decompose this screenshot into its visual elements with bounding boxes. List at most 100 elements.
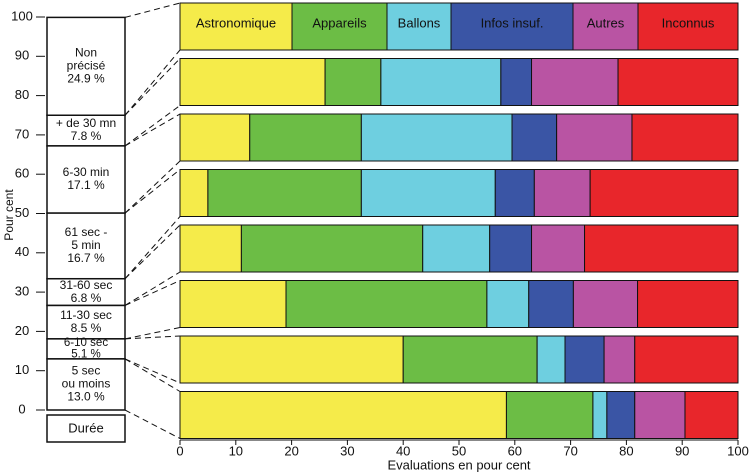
connector	[124, 358, 181, 384]
bar-segment	[536, 335, 566, 384]
duration-label: 5 min	[71, 238, 100, 252]
bar-segment	[617, 58, 739, 106]
connector	[124, 113, 181, 147]
x-tick-label: 80	[619, 443, 633, 458]
x-tick-label: 40	[396, 443, 410, 458]
duration-value-label: 24.9 %	[67, 71, 105, 85]
bar-segment	[179, 280, 287, 328]
connector	[124, 224, 181, 280]
legend-label: Autres	[587, 15, 625, 30]
bar-segment	[572, 280, 639, 328]
bar-segment	[360, 113, 513, 162]
legend-label: Ballons	[398, 15, 441, 30]
y-tick-label: 70	[15, 126, 29, 141]
bar-segment	[533, 169, 591, 217]
y-tick-label: 60	[15, 166, 29, 181]
bar-segment	[531, 58, 619, 106]
duration-label: 6-10 sec	[64, 337, 108, 349]
legend-swatch	[572, 2, 639, 51]
legend-label: Inconnus	[662, 15, 715, 30]
bar-segment	[285, 280, 488, 328]
duration-label: 11-30 sec	[60, 308, 112, 322]
bar-segment	[631, 113, 739, 162]
y-tick-label: 30	[15, 284, 29, 299]
bar-segment	[592, 391, 608, 439]
duration-box	[46, 212, 126, 280]
connector	[124, 280, 181, 306]
duration-box	[46, 277, 126, 307]
duration-value-label: 5.1 %	[71, 349, 100, 361]
bar-segment	[179, 224, 242, 273]
duration-value-label: 16.7 %	[67, 251, 105, 265]
duration-label: 6-30 min	[63, 165, 110, 179]
x-axis-label: Evaluations en pour cent	[387, 457, 530, 472]
connector	[124, 327, 181, 340]
connector	[124, 216, 181, 280]
y-tick-label: 0	[18, 401, 25, 416]
y-tick-label: 100	[11, 8, 33, 23]
y-tick-label: 50	[15, 205, 29, 220]
bar-segment	[380, 58, 502, 106]
connector	[124, 58, 181, 116]
bar-segment	[360, 169, 496, 217]
bar-segment	[531, 224, 586, 273]
bar-segment	[500, 58, 533, 106]
bar-segment	[179, 169, 209, 217]
duration-box	[46, 145, 126, 214]
duration-value-label: 17.1 %	[67, 178, 105, 192]
bar-segment	[634, 391, 686, 439]
connector	[124, 169, 181, 214]
x-tick-label: 10	[229, 443, 243, 458]
connector	[124, 160, 181, 214]
x-tick-label: 70	[563, 443, 577, 458]
bar-segment	[179, 58, 326, 106]
bar-segment	[207, 169, 362, 217]
y-tick-label: 10	[15, 362, 29, 377]
duration-value-label: 13.0 %	[67, 390, 105, 404]
x-tick-label: 0	[176, 443, 183, 458]
x-tick-label: 100	[727, 443, 749, 458]
bar-segment	[422, 224, 491, 273]
duration-label: 5 sec	[72, 364, 101, 378]
connector	[124, 105, 181, 147]
duration-title-box	[46, 414, 126, 443]
x-tick-label: 50	[452, 443, 466, 458]
duration-label: ou moins	[62, 377, 111, 391]
bar-segment	[528, 280, 574, 328]
connector	[124, 409, 181, 439]
bar-segment	[179, 113, 251, 162]
connector	[124, 2, 181, 18]
y-tick-label: 90	[15, 48, 29, 63]
x-tick-label: 20	[284, 443, 298, 458]
bar-segment	[634, 335, 739, 384]
bar-segment	[179, 391, 507, 439]
duration-box	[46, 114, 126, 147]
x-tick-label: 30	[340, 443, 354, 458]
bar-segment	[556, 113, 633, 162]
connector	[124, 49, 181, 116]
bar-segment	[564, 335, 605, 384]
duration-box	[46, 304, 126, 340]
bar-segment	[494, 169, 535, 217]
duration-value-label: 7.8 %	[71, 129, 102, 143]
bar-segment	[684, 391, 739, 439]
bar-segment	[249, 113, 362, 162]
duration-box	[46, 358, 126, 411]
duration-label: précisé	[67, 58, 106, 72]
duration-box	[46, 16, 126, 117]
duration-label: + de 30 mn	[56, 116, 116, 130]
duration-label: 31-60 sec	[60, 278, 113, 292]
legend-label: Infos insuf.	[481, 15, 544, 30]
x-tick-label: 90	[675, 443, 689, 458]
bar-segment	[324, 58, 382, 106]
bar-segment	[402, 335, 538, 384]
x-tick-label: 60	[508, 443, 522, 458]
bar-segment	[505, 391, 594, 439]
connector	[124, 358, 181, 392]
bar-segment	[603, 335, 636, 384]
bar-segment	[637, 280, 739, 328]
legend-swatch	[179, 2, 293, 51]
y-tick-label: 40	[15, 244, 29, 259]
bar-segment	[179, 335, 404, 384]
